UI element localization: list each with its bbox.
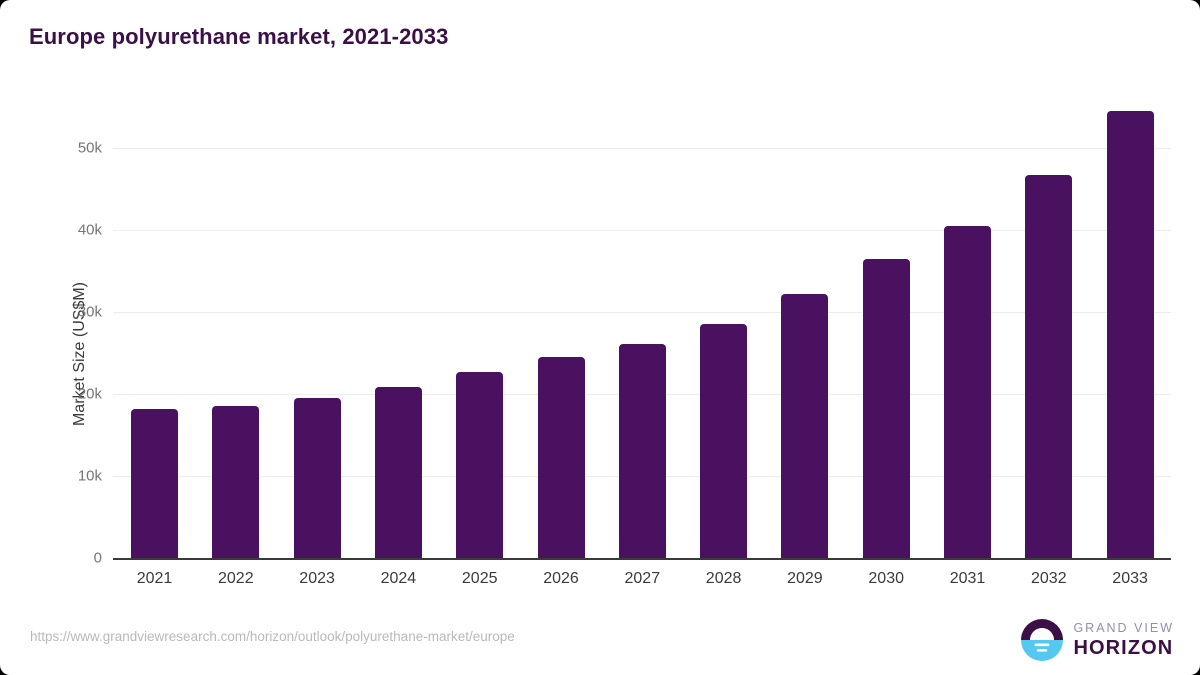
x-axis-tick-label: 2032: [1031, 570, 1067, 587]
y-axis-tick-label: 40k: [77, 221, 102, 239]
y-axis-tick-label: 10k: [77, 467, 102, 485]
logo-wordmark: GRAND VIEW HORIZON: [1073, 622, 1174, 658]
logo-line-2: HORIZON: [1073, 636, 1174, 659]
x-axis-tick-label: 2024: [380, 570, 417, 587]
y-axis-tick-label: 50k: [77, 139, 102, 157]
bar[interactable]: [781, 293, 829, 558]
gridline: [113, 312, 1171, 313]
gridline: [113, 230, 1171, 231]
y-axis-tick-label: 0: [93, 549, 102, 567]
bar[interactable]: [862, 258, 910, 558]
logo-line-1: GRAND VIEW: [1073, 621, 1174, 636]
x-axis-tick-label: 2030: [868, 570, 904, 587]
bar[interactable]: [537, 357, 585, 558]
bar[interactable]: [1025, 175, 1073, 558]
x-axis-tick-label: 2033: [1112, 570, 1148, 587]
bar[interactable]: [131, 408, 178, 558]
x-axis-tick-label: 2029: [787, 570, 823, 587]
bar[interactable]: [212, 406, 260, 558]
bar[interactable]: [374, 386, 422, 558]
bar[interactable]: [700, 324, 748, 558]
bar[interactable]: [1106, 111, 1154, 558]
x-axis-tick-label: 2026: [543, 570, 579, 587]
grand-view-horizon-logo[interactable]: GRAND VIEW HORIZON: [1020, 617, 1174, 663]
x-axis-tick-label: 2028: [705, 570, 742, 587]
x-axis-tick-label: 2025: [461, 570, 498, 587]
x-axis-tick-label: 2021: [136, 570, 173, 587]
bar[interactable]: [293, 398, 341, 558]
gridline: [113, 148, 1171, 149]
bar[interactable]: [944, 225, 991, 558]
y-axis-tick-label: 20k: [77, 385, 102, 403]
horizon-circle-icon: [1021, 619, 1064, 661]
bar[interactable]: [456, 371, 504, 558]
x-axis-tick-label: 2031: [949, 570, 986, 587]
bar[interactable]: [618, 343, 666, 558]
x-axis-tick-label: 2027: [624, 570, 661, 587]
y-axis-tick-label: 30k: [77, 303, 102, 321]
source-url[interactable]: https://www.grandviewresearch.com/horizo…: [30, 629, 515, 644]
x-axis-tick-label: 2023: [299, 570, 335, 587]
x-axis-line: [113, 558, 1171, 560]
x-axis-tick-label: 2022: [218, 570, 254, 587]
page-title: Europe polyurethane market, 2021-2033: [29, 24, 449, 49]
